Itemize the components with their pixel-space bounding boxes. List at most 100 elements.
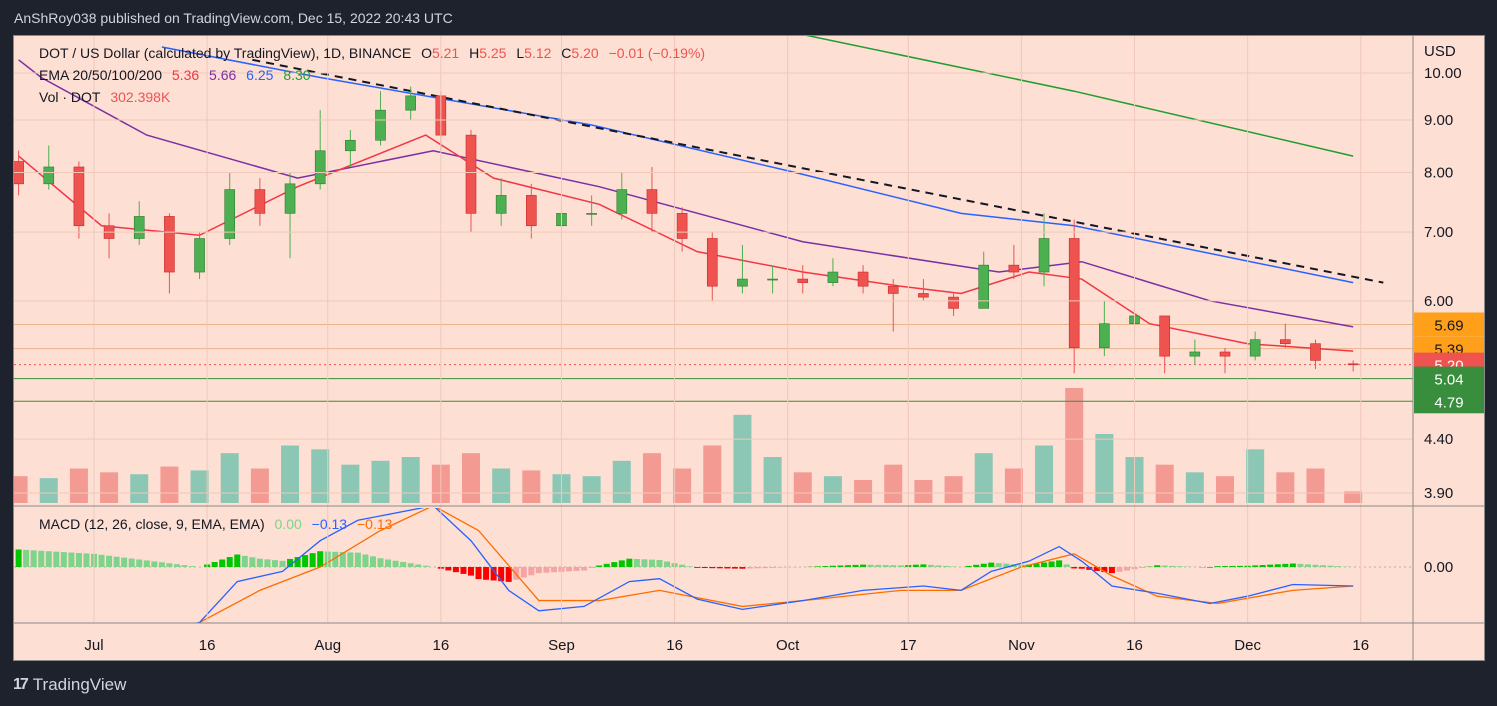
open-label: O — [421, 45, 432, 61]
macd-histogram-bar — [920, 564, 927, 567]
candle-body — [314, 150, 326, 185]
macd-histogram-bar — [566, 567, 573, 572]
level-tag-5.04 — [1414, 366, 1484, 391]
macd-histogram-bar — [875, 564, 882, 567]
volume-bar — [281, 445, 300, 503]
level-label-5.69: 5.69 — [1434, 317, 1463, 334]
macd-histogram-bar — [1206, 567, 1213, 568]
ema50-value: 5.66 — [209, 67, 237, 83]
y-tick-label: 4.40 — [1424, 431, 1453, 448]
high-label: H — [469, 45, 480, 61]
volume-bar — [1095, 434, 1114, 503]
macd-histogram-bar — [106, 555, 113, 567]
macd-histogram-bar — [965, 565, 972, 567]
candle-body — [1068, 238, 1080, 349]
macd-histogram-bar — [128, 558, 135, 567]
macd-histogram-bar — [1320, 565, 1327, 567]
macd-histogram-bar — [53, 551, 60, 567]
volume-bar — [703, 445, 722, 503]
macd-histogram-bar — [475, 567, 482, 580]
y-tick-label: 9.00 — [1424, 112, 1453, 129]
x-tick-label: 16 — [1126, 637, 1143, 654]
macd-histogram-bar — [1078, 567, 1085, 569]
macd-histogram-bar — [189, 566, 196, 567]
candle-body — [1310, 343, 1321, 361]
macd-histogram-bar — [814, 566, 821, 567]
volume-bar — [944, 476, 963, 503]
macd-histogram-bar — [505, 567, 512, 582]
macd-histogram-bar — [1033, 563, 1040, 567]
macd-histogram-bar — [392, 560, 399, 567]
macd-histogram-bar — [897, 565, 904, 567]
macd-histogram-bar — [468, 567, 474, 576]
volume-bar — [371, 460, 390, 503]
macd-histogram-bar — [445, 567, 452, 571]
macd-histogram-bar — [1041, 562, 1048, 567]
volume-bar — [914, 480, 933, 503]
macd-histogram-bar — [23, 549, 30, 567]
x-tick-label: Jul — [84, 637, 103, 654]
macd-histogram-bar — [603, 563, 610, 567]
macd-histogram-bar — [980, 563, 987, 567]
price-pane — [14, 36, 1413, 503]
macd-histogram-bar — [264, 559, 271, 567]
macd-histogram-bar — [181, 565, 188, 567]
candle-body — [1099, 323, 1110, 349]
volume-bar — [401, 457, 420, 503]
candle-body — [676, 213, 688, 239]
candle-body — [857, 271, 869, 287]
x-tick-label: 16 — [432, 637, 449, 654]
macd-histogram-bar — [860, 564, 867, 567]
macd-histogram-bar — [935, 565, 942, 567]
candle-body — [345, 139, 356, 152]
macd-histogram-bar — [1003, 563, 1010, 567]
volume-bar — [1246, 449, 1265, 503]
macd-histogram-bar — [1176, 566, 1183, 567]
macd-histogram-bar — [354, 552, 361, 567]
macd-histogram-bar — [1123, 567, 1130, 571]
volume-bar — [1306, 468, 1325, 503]
volume-bar — [1035, 445, 1054, 503]
x-tick-label: 17 — [900, 637, 917, 654]
macd-histogram-bar — [136, 559, 143, 567]
chart-canvas[interactable]: Jul 16 Aug 16 Sep 16 Oct 17 Nov 16 Dec 16 10.00 9.00 8… — [14, 36, 1485, 661]
macd-histogram-bar — [1312, 564, 1319, 567]
macd-histogram-bar — [822, 566, 829, 567]
chart-panel[interactable]: Jul 16 Aug 16 Sep 16 Oct 17 Nov 16 Dec 16 10.00 9.00 8… — [13, 35, 1485, 661]
macd-histogram-bar — [1154, 565, 1161, 567]
macd-signal-value: −0.13 — [356, 516, 393, 532]
volume-bar — [612, 460, 631, 503]
ema-legend[interactable]: EMA 20/50/100/200 5.36 5.66 6.25 8.30 — [39, 67, 317, 83]
volume-bar — [884, 464, 903, 503]
macd-histogram-bar — [369, 556, 376, 567]
candle-body — [616, 189, 628, 214]
macd-histogram-bar — [596, 565, 603, 567]
level-tag-4.79 — [1414, 389, 1484, 414]
macd-histogram-bar — [400, 561, 407, 567]
macd-histogram-bar — [219, 559, 226, 567]
ema20-line — [18, 134, 1354, 352]
candle-body — [1038, 238, 1050, 273]
level-tag-5.69 — [1414, 312, 1484, 337]
macd-legend[interactable]: MACD (12, 26, close, 9, EMA, EMA) 0.00 −… — [39, 516, 398, 532]
volume-legend[interactable]: Vol · DOT 302.398K — [39, 89, 176, 105]
volume-bar — [522, 470, 541, 503]
ema-label: EMA 20/50/100/200 — [39, 67, 162, 83]
macd-histogram-bar — [151, 561, 158, 567]
macd-histogram-bar — [1237, 565, 1244, 567]
volume-bar — [69, 468, 88, 503]
macd-histogram-bar — [754, 567, 761, 569]
macd-histogram-bar — [528, 567, 535, 576]
tradingview-brand[interactable]: 17 TradingView — [13, 675, 126, 695]
macd-histogram-bar — [1229, 565, 1236, 567]
x-tick-label: 16 — [1352, 637, 1369, 654]
y-tick-label: 6.00 — [1424, 293, 1453, 310]
trendline — [252, 58, 1384, 284]
macd-histogram-bar — [166, 563, 173, 567]
macd-histogram-bar — [256, 558, 263, 567]
macd-histogram-bar — [226, 557, 233, 567]
volume-bar — [673, 468, 692, 503]
candle-body — [73, 166, 85, 227]
volume-bar — [341, 464, 360, 503]
x-tick-label: Dec — [1234, 637, 1261, 654]
